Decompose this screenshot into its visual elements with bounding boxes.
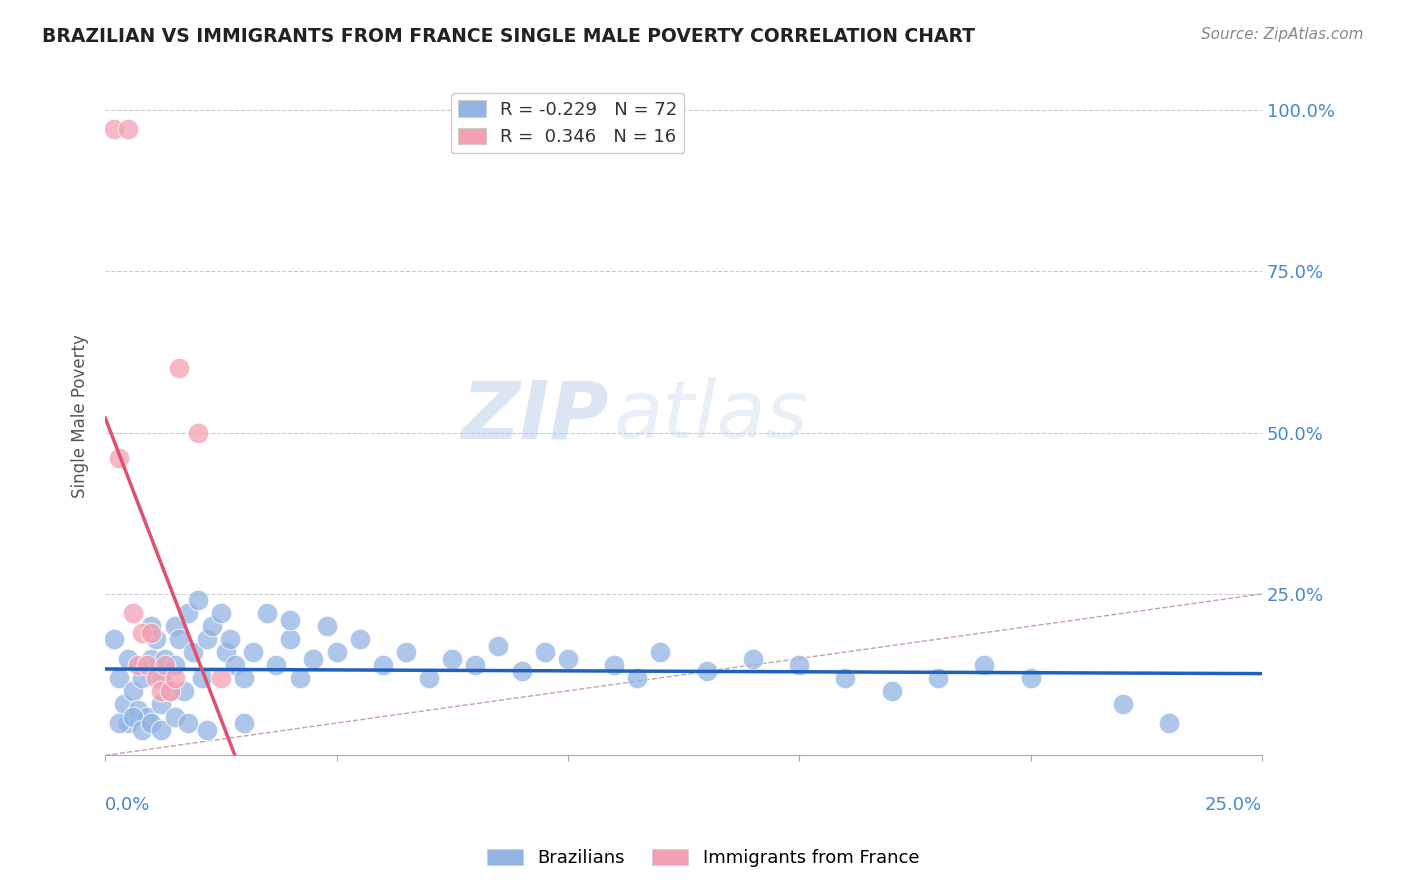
Point	[349, 632, 371, 647]
Point	[159, 683, 181, 698]
Point	[266, 657, 288, 672]
Point	[510, 665, 533, 679]
Point	[441, 651, 464, 665]
Point	[187, 425, 209, 440]
Text: 25.0%: 25.0%	[1205, 796, 1263, 814]
Point	[973, 657, 995, 672]
Point	[650, 645, 672, 659]
Point	[131, 625, 153, 640]
Point	[316, 619, 339, 633]
Point	[163, 657, 186, 672]
Point	[325, 645, 347, 659]
Point	[145, 632, 167, 647]
Point	[167, 632, 190, 647]
Point	[177, 716, 200, 731]
Point	[155, 651, 177, 665]
Point	[302, 651, 325, 665]
Point	[155, 657, 177, 672]
Point	[149, 671, 172, 685]
Point	[233, 716, 256, 731]
Point	[395, 645, 418, 659]
Point	[209, 671, 232, 685]
Point	[163, 671, 186, 685]
Point	[233, 671, 256, 685]
Point	[278, 613, 301, 627]
Text: 0.0%: 0.0%	[105, 796, 150, 814]
Point	[173, 683, 195, 698]
Point	[122, 607, 145, 621]
Point	[117, 651, 139, 665]
Point	[927, 671, 949, 685]
Point	[488, 639, 510, 653]
Point	[112, 697, 135, 711]
Point	[108, 716, 131, 731]
Legend: Brazilians, Immigrants from France: Brazilians, Immigrants from France	[479, 841, 927, 874]
Point	[834, 671, 856, 685]
Text: atlas: atlas	[614, 377, 808, 456]
Point	[181, 645, 204, 659]
Point	[278, 632, 301, 647]
Point	[141, 716, 163, 731]
Point	[214, 645, 236, 659]
Point	[195, 723, 218, 737]
Point	[787, 657, 810, 672]
Point	[149, 697, 172, 711]
Point	[135, 657, 157, 672]
Point	[135, 709, 157, 723]
Point	[187, 593, 209, 607]
Point	[163, 709, 186, 723]
Point	[122, 709, 145, 723]
Text: BRAZILIAN VS IMMIGRANTS FROM FRANCE SINGLE MALE POVERTY CORRELATION CHART: BRAZILIAN VS IMMIGRANTS FROM FRANCE SING…	[42, 27, 976, 45]
Point	[880, 683, 903, 698]
Point	[696, 665, 718, 679]
Point	[288, 671, 311, 685]
Point	[117, 122, 139, 136]
Point	[108, 671, 131, 685]
Point	[1159, 716, 1181, 731]
Point	[141, 651, 163, 665]
Point	[371, 657, 394, 672]
Point	[141, 619, 163, 633]
Point	[224, 657, 246, 672]
Point	[557, 651, 579, 665]
Point	[149, 683, 172, 698]
Point	[159, 683, 181, 698]
Point	[127, 657, 149, 672]
Point	[464, 657, 486, 672]
Point	[603, 657, 626, 672]
Point	[626, 671, 648, 685]
Point	[219, 632, 242, 647]
Point	[167, 361, 190, 376]
Y-axis label: Single Male Poverty: Single Male Poverty	[72, 334, 89, 499]
Point	[103, 122, 125, 136]
Point	[742, 651, 765, 665]
Point	[177, 607, 200, 621]
Text: Source: ZipAtlas.com: Source: ZipAtlas.com	[1201, 27, 1364, 42]
Point	[242, 645, 264, 659]
Text: ZIP: ZIP	[461, 377, 609, 456]
Point	[191, 671, 214, 685]
Legend: R = -0.229   N = 72, R =  0.346   N = 16: R = -0.229 N = 72, R = 0.346 N = 16	[451, 94, 685, 153]
Point	[533, 645, 555, 659]
Point	[103, 632, 125, 647]
Point	[163, 619, 186, 633]
Point	[149, 723, 172, 737]
Point	[195, 632, 218, 647]
Point	[127, 703, 149, 717]
Point	[141, 625, 163, 640]
Point	[256, 607, 278, 621]
Point	[145, 671, 167, 685]
Point	[209, 607, 232, 621]
Point	[1112, 697, 1135, 711]
Point	[418, 671, 440, 685]
Point	[122, 683, 145, 698]
Point	[201, 619, 224, 633]
Point	[131, 723, 153, 737]
Point	[131, 671, 153, 685]
Point	[1019, 671, 1042, 685]
Point	[108, 451, 131, 466]
Point	[117, 716, 139, 731]
